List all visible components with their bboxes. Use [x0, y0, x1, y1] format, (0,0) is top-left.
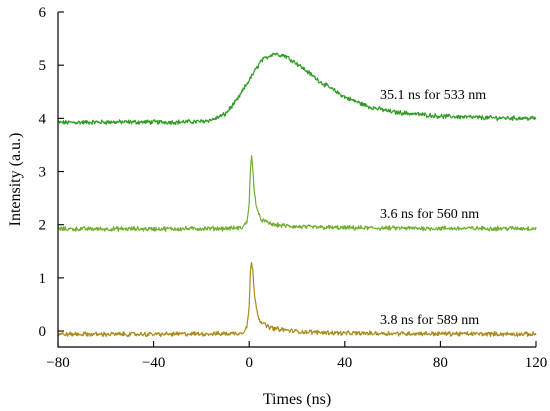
series-annotations: 35.1 ns for 533 nm 3.6 ns for 560 nm 3.8 n…	[380, 88, 486, 328]
x-axis-ticks: −80 −40 0 40 80 120	[46, 341, 547, 371]
y-tick-label: 2	[39, 218, 47, 234]
axis-frame	[57, 12, 536, 348]
x-tick-label: 80	[433, 355, 448, 371]
series-annotation-2: 3.6 ns for 560 nm	[380, 207, 479, 222]
y-axis-label: Intensity (a.u.)	[7, 133, 24, 227]
y-tick-label: 1	[39, 271, 47, 287]
series-layer	[57, 52, 537, 338]
series-line-2	[57, 155, 537, 232]
x-tick-label: −40	[142, 355, 165, 371]
y-tick-label: 5	[39, 58, 47, 74]
x-tick-label: 40	[337, 355, 352, 371]
x-axis-label: Times (ns)	[263, 391, 331, 408]
x-tick-label: 0	[245, 355, 253, 371]
y-axis-ticks: 0 1 2 3 4 5 6	[39, 5, 64, 340]
y-tick-label: 6	[39, 5, 47, 21]
series-line-3	[57, 262, 537, 338]
y-tick-label: 0	[39, 324, 47, 340]
series-line-1	[57, 52, 537, 126]
x-tick-label: −80	[46, 355, 69, 371]
x-tick-label: 120	[525, 355, 548, 371]
y-tick-label: 4	[39, 111, 47, 127]
series-annotation-3: 3.8 ns for 589 nm	[380, 313, 479, 328]
y-tick-label: 3	[39, 165, 47, 181]
series-annotation-1: 35.1 ns for 533 nm	[380, 88, 486, 103]
